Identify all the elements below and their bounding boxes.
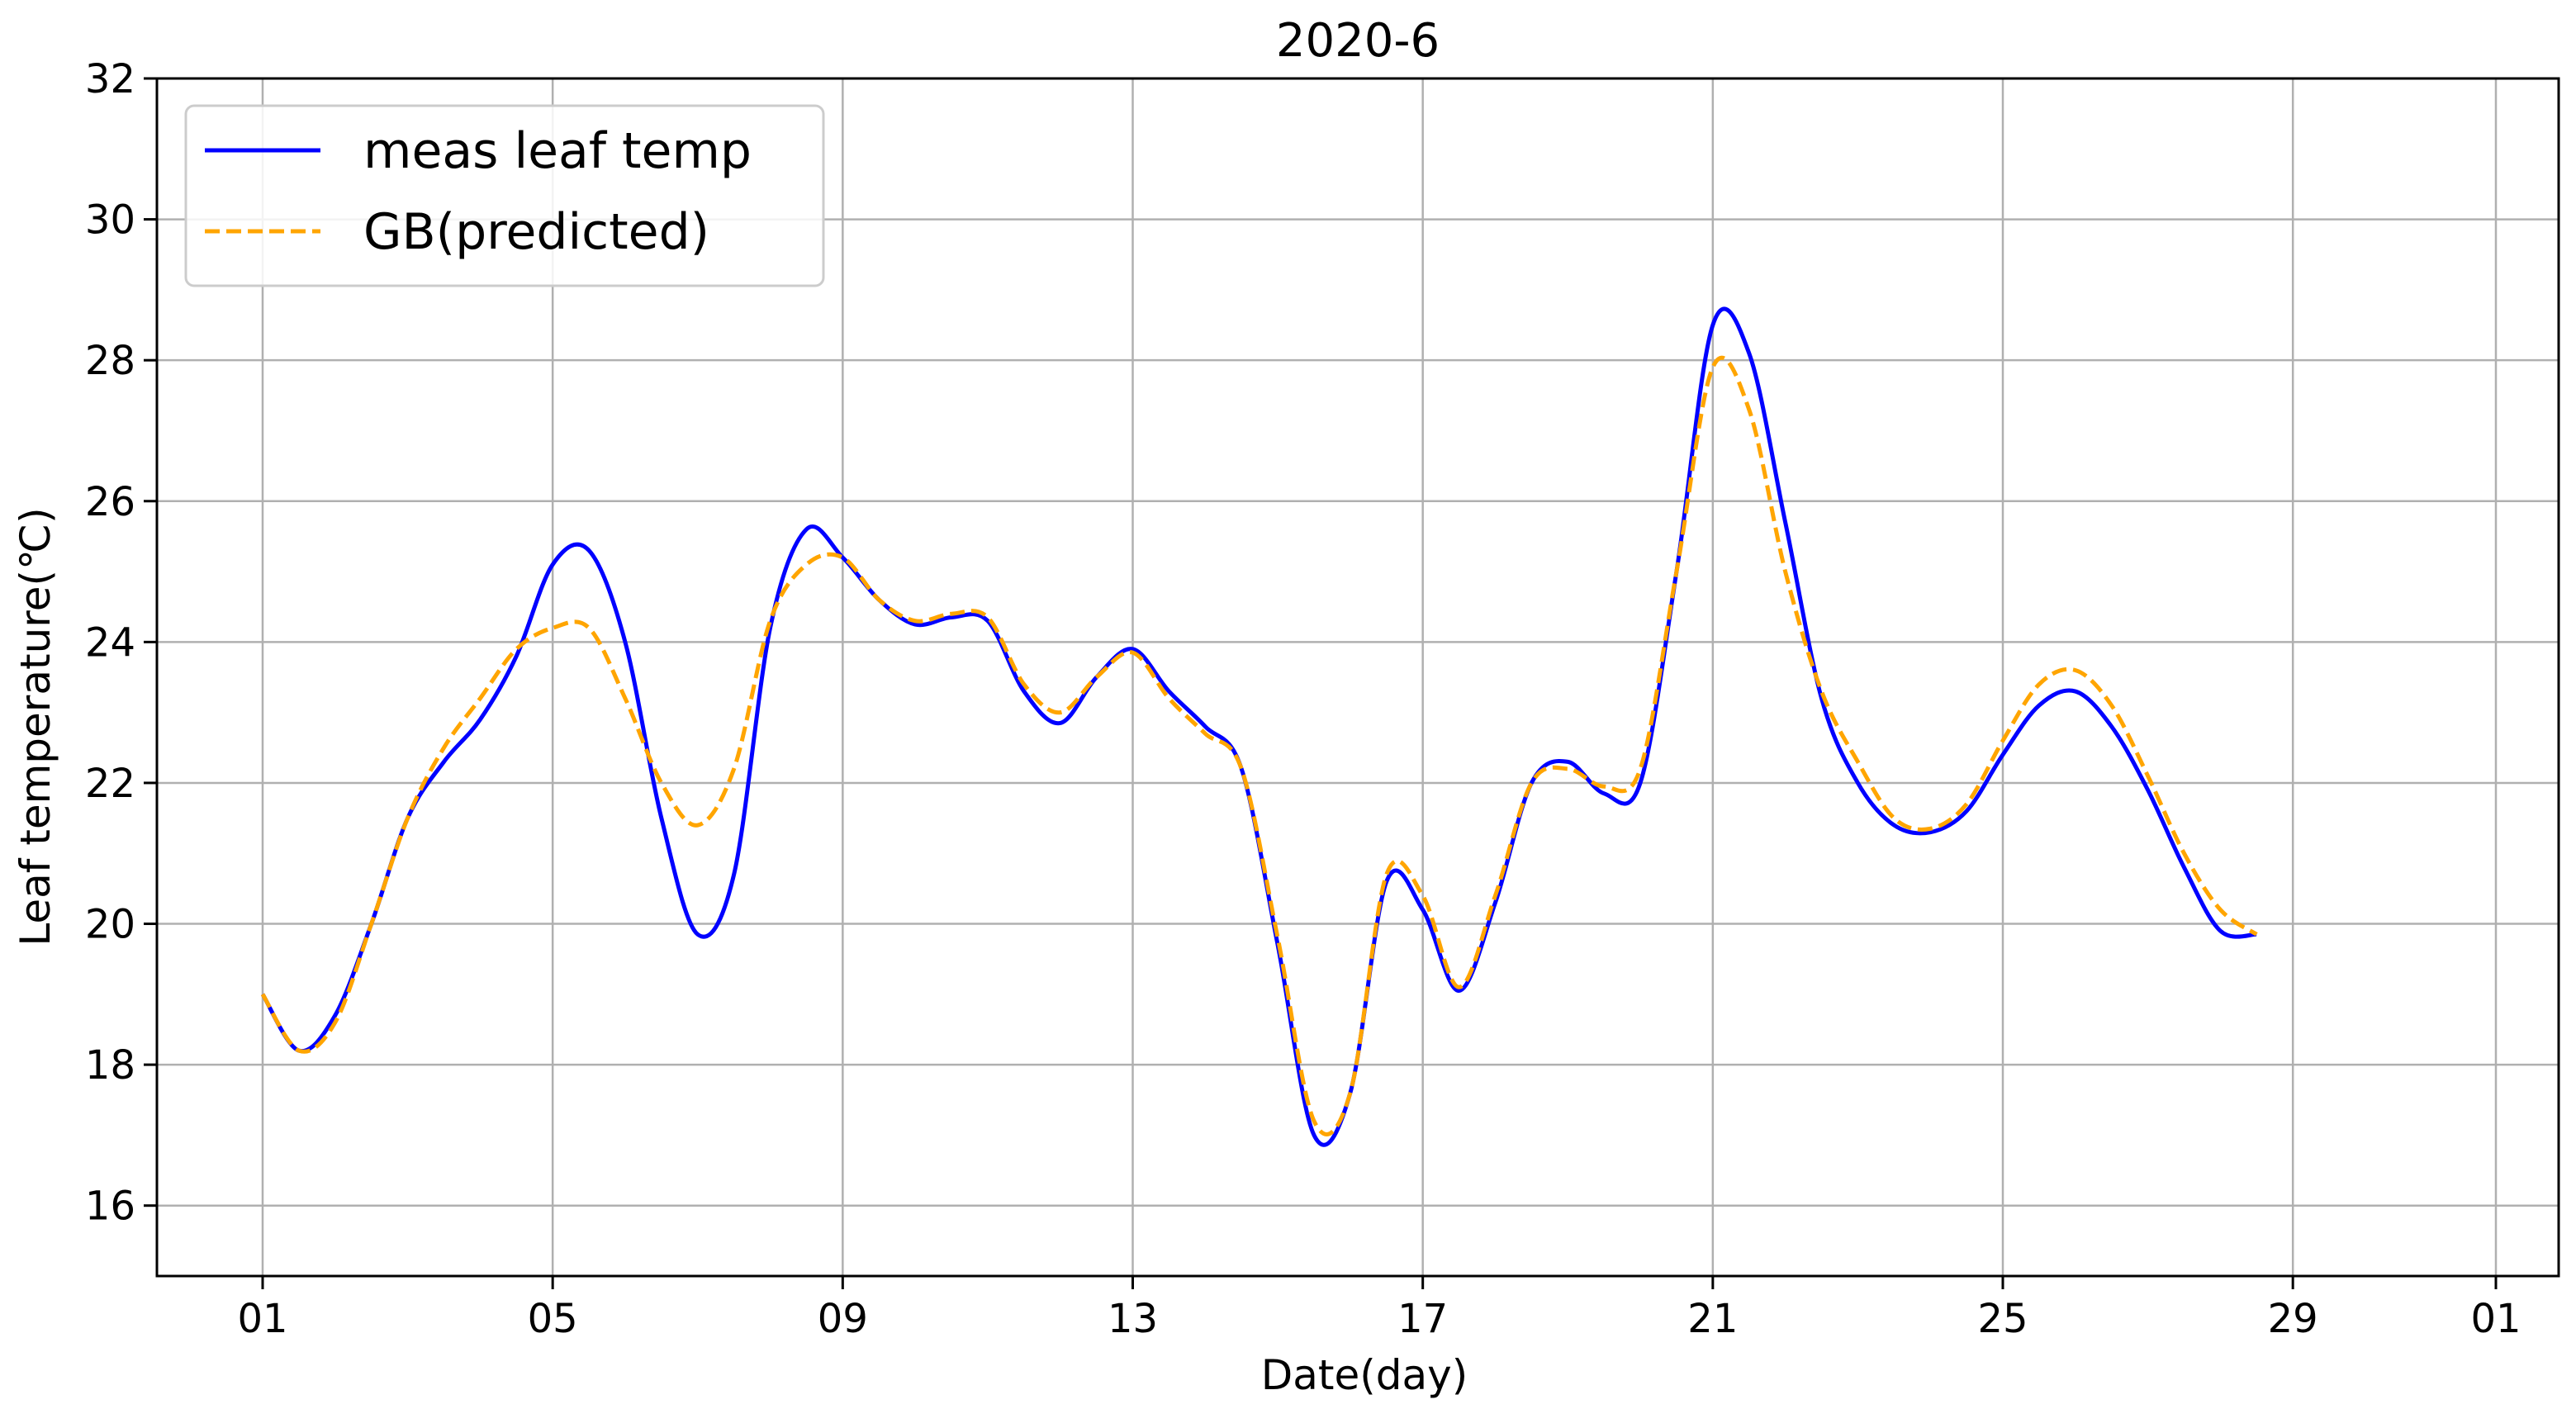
x-tick-label: 05 [528, 1296, 578, 1342]
series-lines [260, 306, 2258, 1147]
legend: meas leaf temp GB(predicted) [184, 104, 825, 287]
y-tick-label: 22 [85, 761, 135, 807]
x-tick-label: 21 [1687, 1296, 1738, 1342]
series-line-meas-leaf-temp [260, 306, 2257, 1147]
legend-label: meas leaf temp [363, 122, 752, 180]
x-axis-label: Date(day) [1261, 1351, 1468, 1399]
y-tick-label: 28 [85, 338, 135, 384]
x-tick-label: 09 [818, 1296, 868, 1342]
series-line-gb-predicted [260, 355, 2258, 1136]
y-tick-label: 32 [85, 56, 135, 102]
chart-title: 2020-6 [1276, 14, 1440, 68]
legend-box [184, 104, 825, 287]
plot-frame [155, 77, 2560, 1278]
y-tick-label: 30 [85, 197, 135, 244]
x-tick-label: 25 [1977, 1296, 2028, 1342]
x-tick-label: 01 [2470, 1296, 2521, 1342]
y-axis-label: Leaf temperature(℃) [12, 507, 59, 946]
y-tick-label: 16 [85, 1184, 135, 1230]
x-tick-label: 17 [1397, 1296, 1448, 1342]
axis-ticks: 01 05 09 13 17 21 25 29 01 16 18 20 22 24 26 28 30 32 [85, 56, 2521, 1342]
x-tick-label: 01 [237, 1296, 287, 1342]
y-tick-label: 26 [85, 479, 135, 525]
y-tick-label: 18 [85, 1042, 135, 1089]
y-tick-label: 24 [85, 619, 135, 666]
y-tick-label: 20 [85, 902, 135, 948]
x-tick-label: 13 [1108, 1296, 1158, 1342]
x-tick-label: 29 [2268, 1296, 2318, 1342]
legend-label: GB(predicted) [363, 203, 709, 261]
